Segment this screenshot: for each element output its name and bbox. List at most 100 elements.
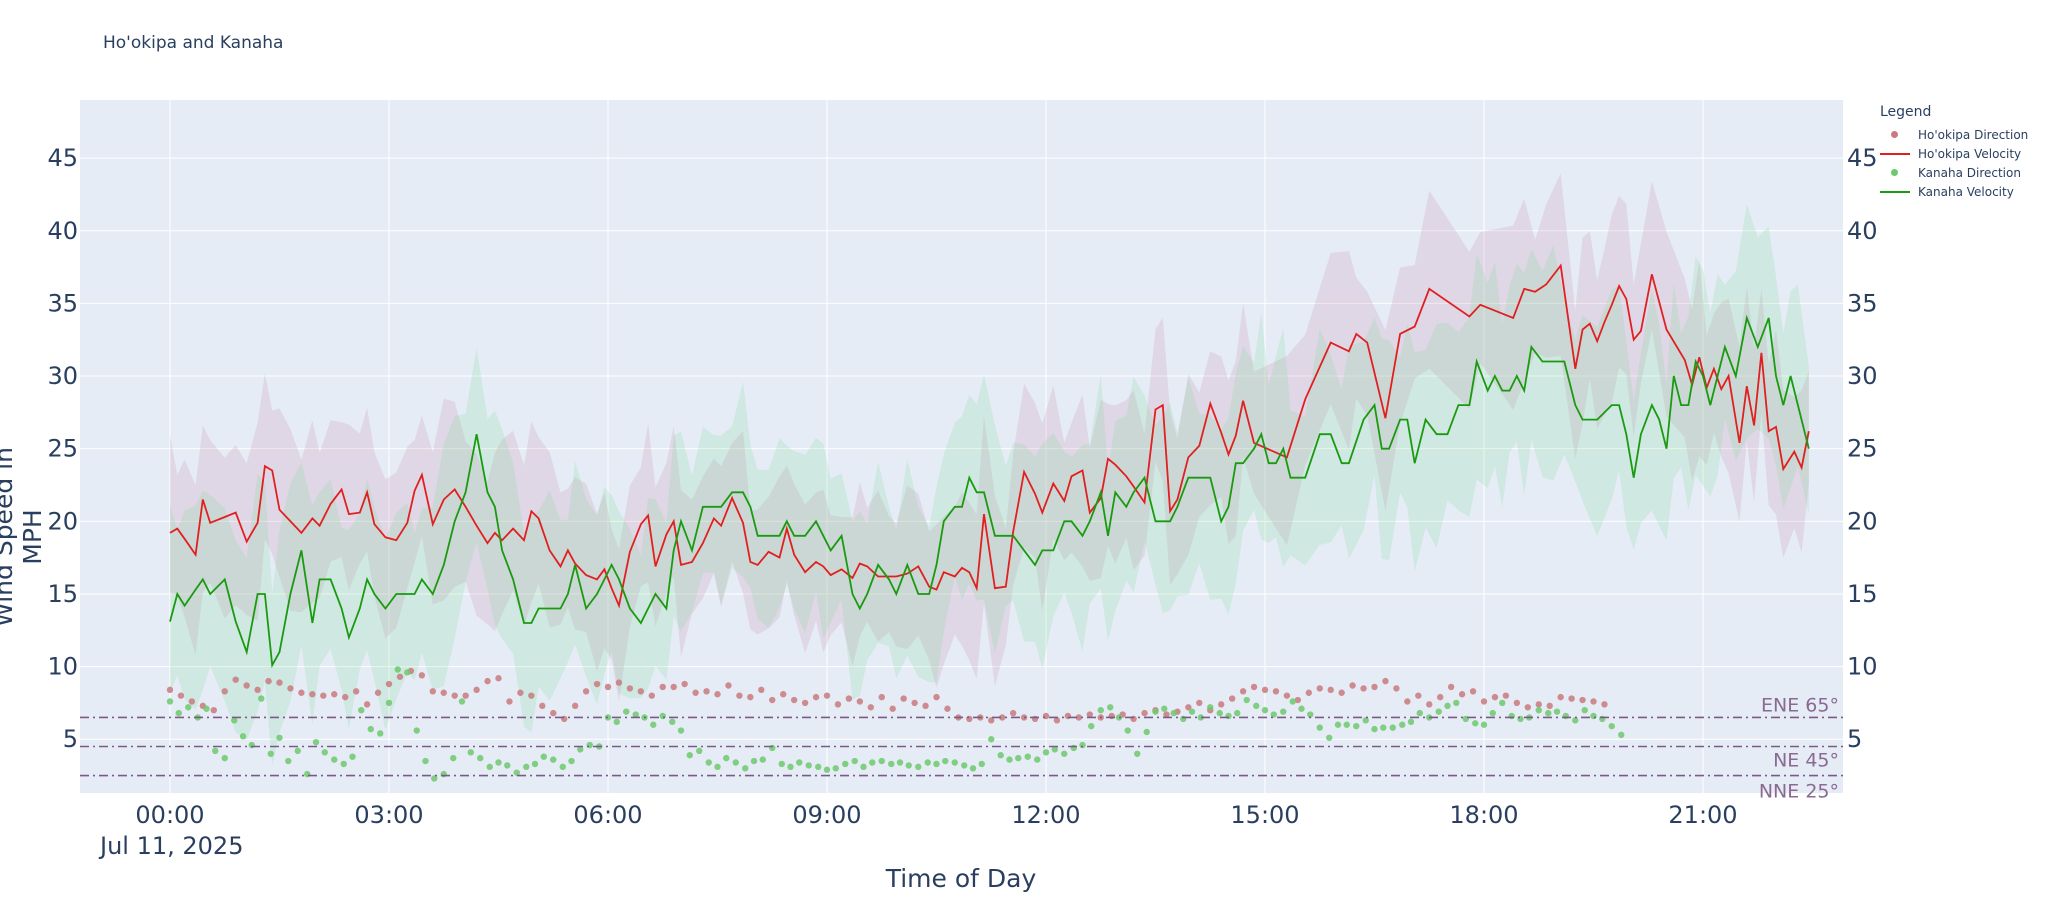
direction-point — [506, 698, 513, 705]
direction-point — [571, 702, 579, 710]
legend-line-icon — [1880, 187, 1910, 197]
direction-point — [1305, 689, 1313, 696]
direction-point — [860, 763, 867, 771]
direction-point — [1197, 714, 1204, 721]
direction-point — [869, 759, 876, 766]
direction-point — [1124, 727, 1131, 734]
direction-point — [613, 718, 620, 726]
y-tick-label: 5 — [63, 725, 78, 753]
direction-point — [367, 725, 374, 733]
direction-point — [495, 675, 502, 682]
direction-point — [878, 693, 885, 701]
direction-point — [759, 756, 766, 763]
direction-point — [999, 714, 1006, 721]
direction-point — [692, 689, 699, 696]
direction-point — [221, 688, 228, 695]
direction-point — [790, 696, 798, 704]
direction-point — [267, 750, 274, 757]
y-tick-label-right: 15 — [1847, 580, 1878, 608]
direction-point — [1458, 691, 1466, 698]
y-axis-label: Wind Speed in MPH — [0, 447, 47, 627]
direction-point — [1163, 711, 1170, 718]
direction-point — [626, 685, 634, 692]
direction-point — [650, 721, 657, 728]
direction-point — [1426, 701, 1433, 708]
direction-point — [1024, 753, 1031, 760]
direction-point — [787, 763, 794, 771]
direction-point — [805, 762, 812, 769]
direction-point — [321, 749, 328, 756]
direction-point — [577, 746, 584, 753]
direction-point — [374, 689, 382, 696]
direction-point — [1261, 686, 1269, 694]
direction-point — [188, 698, 196, 705]
direction-point — [1079, 741, 1086, 749]
direction-point — [394, 666, 401, 673]
direction-point — [1608, 722, 1615, 730]
legend-dot-icon — [1880, 130, 1910, 140]
direction-point — [604, 683, 612, 691]
direction-point — [484, 677, 491, 685]
direction-point — [1380, 724, 1387, 731]
direction-point — [486, 763, 493, 771]
direction-point — [1042, 749, 1050, 756]
x-tick-label: 12:00 — [1011, 801, 1080, 829]
direction-point — [867, 704, 874, 711]
direction-point — [1546, 702, 1553, 710]
direction-point — [221, 754, 228, 762]
legend-item[interactable]: Kanaha Direction — [1880, 163, 2028, 182]
direction-point — [1453, 699, 1460, 707]
reference-label: ENE 65° — [1761, 694, 1839, 716]
legend-title: Legend — [1880, 104, 1932, 120]
direction-point — [1535, 701, 1542, 708]
direction-point — [396, 673, 404, 680]
direction-point — [1472, 720, 1479, 727]
direction-point — [450, 754, 457, 762]
direction-point — [418, 672, 426, 679]
direction-point — [1006, 756, 1013, 763]
direction-point — [1152, 708, 1159, 715]
y-tick-label: 45 — [47, 144, 78, 172]
direction-point — [703, 688, 710, 695]
direction-point — [1298, 705, 1305, 712]
direction-point — [1553, 708, 1561, 715]
direction-point — [342, 693, 349, 701]
direction-point — [723, 754, 730, 762]
direction-point — [742, 765, 749, 772]
direction-point — [298, 689, 305, 696]
direction-point — [1207, 704, 1214, 711]
direction-point — [823, 766, 831, 773]
direction-point — [1489, 709, 1496, 717]
direction-point — [896, 759, 904, 766]
direction-point — [942, 757, 949, 765]
direction-point — [212, 747, 219, 755]
legend-item[interactable]: Ho'okipa Velocity — [1880, 144, 2028, 163]
direction-point — [1407, 718, 1415, 726]
direction-point — [1107, 704, 1114, 711]
legend-item[interactable]: Ho'okipa Direction — [1880, 125, 2028, 144]
direction-point — [413, 727, 420, 734]
y-tick-label-right: 45 — [1847, 144, 1878, 172]
direction-point — [659, 683, 666, 691]
direction-point — [1061, 750, 1068, 757]
direction-point — [637, 688, 645, 695]
direction-point — [696, 747, 703, 755]
direction-point — [842, 760, 849, 768]
direction-point — [1170, 709, 1177, 717]
direction-point — [185, 704, 192, 711]
series-line — [169, 263, 1810, 609]
direction-point — [648, 692, 655, 699]
legend: Legend Ho'okipa Direction Ho'okipa Veloci… — [1880, 104, 2028, 201]
direction-point — [1326, 734, 1333, 741]
direction-point — [495, 759, 502, 766]
direction-point — [166, 686, 174, 694]
direction-point — [431, 775, 438, 782]
direction-point — [997, 752, 1004, 759]
direction-point — [889, 705, 896, 712]
direction-point — [856, 698, 864, 705]
direction-point — [933, 760, 940, 768]
x-tick-label: 00:00 — [135, 801, 204, 829]
legend-item[interactable]: Kanaha Velocity — [1880, 182, 2028, 201]
direction-point — [823, 692, 831, 699]
direction-point — [1334, 721, 1342, 728]
